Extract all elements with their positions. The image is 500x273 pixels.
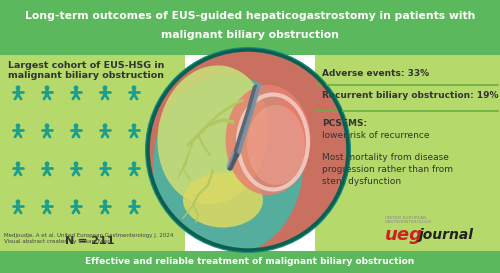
Circle shape [132, 123, 136, 128]
FancyBboxPatch shape [0, 55, 185, 251]
Ellipse shape [226, 85, 310, 195]
Text: N = 211: N = 211 [65, 236, 115, 246]
Ellipse shape [158, 66, 268, 204]
Circle shape [102, 85, 108, 90]
Text: Effective and reliable treatment of malignant biliary obstruction: Effective and reliable treatment of mali… [86, 257, 414, 266]
Circle shape [74, 85, 78, 90]
Text: journal: journal [419, 228, 474, 242]
Text: stent dysfunction: stent dysfunction [322, 177, 401, 186]
Circle shape [16, 123, 20, 128]
Circle shape [102, 161, 108, 166]
Text: Medjoudje, A et al. United European Gastroenterology J. 2024: Medjoudje, A et al. United European Gast… [4, 233, 173, 238]
Circle shape [132, 199, 136, 204]
Circle shape [16, 199, 20, 204]
Circle shape [132, 85, 136, 90]
Text: PCSEMS:: PCSEMS: [322, 118, 367, 127]
FancyBboxPatch shape [315, 55, 500, 251]
Circle shape [145, 47, 351, 253]
Text: ueg: ueg [385, 226, 423, 244]
Circle shape [44, 85, 50, 90]
Text: malignant biliary obstruction: malignant biliary obstruction [8, 70, 164, 79]
FancyBboxPatch shape [0, 251, 500, 273]
Ellipse shape [183, 173, 263, 227]
Circle shape [132, 161, 136, 166]
Circle shape [74, 199, 78, 204]
Text: lower risk of recurrence: lower risk of recurrence [322, 130, 430, 140]
Circle shape [16, 85, 20, 90]
FancyBboxPatch shape [0, 231, 185, 251]
Circle shape [102, 123, 108, 128]
Text: Largest cohort of EUS-HSG in: Largest cohort of EUS-HSG in [8, 61, 164, 70]
Text: Long-term outcomes of EUS-guided hepaticogastrostomy in patients with: Long-term outcomes of EUS-guided hepatic… [25, 11, 475, 21]
Circle shape [148, 50, 348, 250]
Circle shape [44, 123, 50, 128]
Text: Recurrent biliary obstruction: 19%: Recurrent biliary obstruction: 19% [322, 91, 498, 99]
Circle shape [16, 161, 20, 166]
Text: Adverse events: 33%: Adverse events: 33% [322, 69, 429, 78]
Circle shape [44, 161, 50, 166]
Ellipse shape [247, 105, 305, 185]
Circle shape [74, 161, 78, 166]
Text: malignant biliary obstruction: malignant biliary obstruction [161, 30, 339, 40]
Circle shape [44, 199, 50, 204]
Text: Visual abstract created by Susan Tyler: Visual abstract created by Susan Tyler [4, 239, 110, 245]
Text: progression rather than from: progression rather than from [322, 165, 453, 174]
Circle shape [102, 199, 108, 204]
Ellipse shape [153, 75, 303, 255]
Text: UNITED EUROPEAN
GASTROENTEROLOGY: UNITED EUROPEAN GASTROENTEROLOGY [385, 216, 432, 224]
FancyBboxPatch shape [0, 0, 500, 55]
Text: Most mortality from disease: Most mortality from disease [322, 153, 449, 162]
Circle shape [74, 123, 78, 128]
